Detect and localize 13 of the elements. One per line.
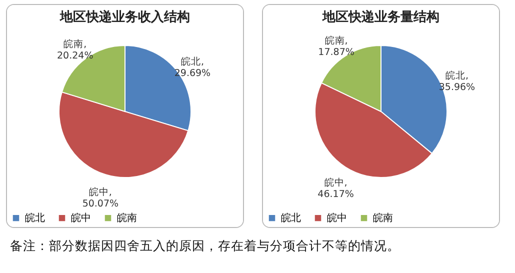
data-label: 皖南, 20.24% (57, 38, 94, 62)
data-label: 皖中, 46.17% (318, 176, 354, 200)
chart-title: 地区快递业务量结构 (322, 9, 440, 25)
data-label: 皖中, 50.07% (82, 186, 119, 210)
chart-title: 地区快递业务收入结构 (59, 9, 190, 25)
legend-label: 皖中 (71, 212, 91, 224)
text: 备注：部分数据因四舍五入的原因，存在着与分项合计不等的情况。 (10, 238, 400, 255)
legend-label: 皖南 (117, 212, 137, 224)
legend-label: 皖中 (327, 212, 347, 224)
legend-label: 皖南 (373, 212, 393, 224)
legend-label: 皖北 (25, 212, 45, 224)
data-label: 皖南, 17.87% (318, 34, 354, 58)
legend-label: 皖北 (281, 212, 301, 224)
